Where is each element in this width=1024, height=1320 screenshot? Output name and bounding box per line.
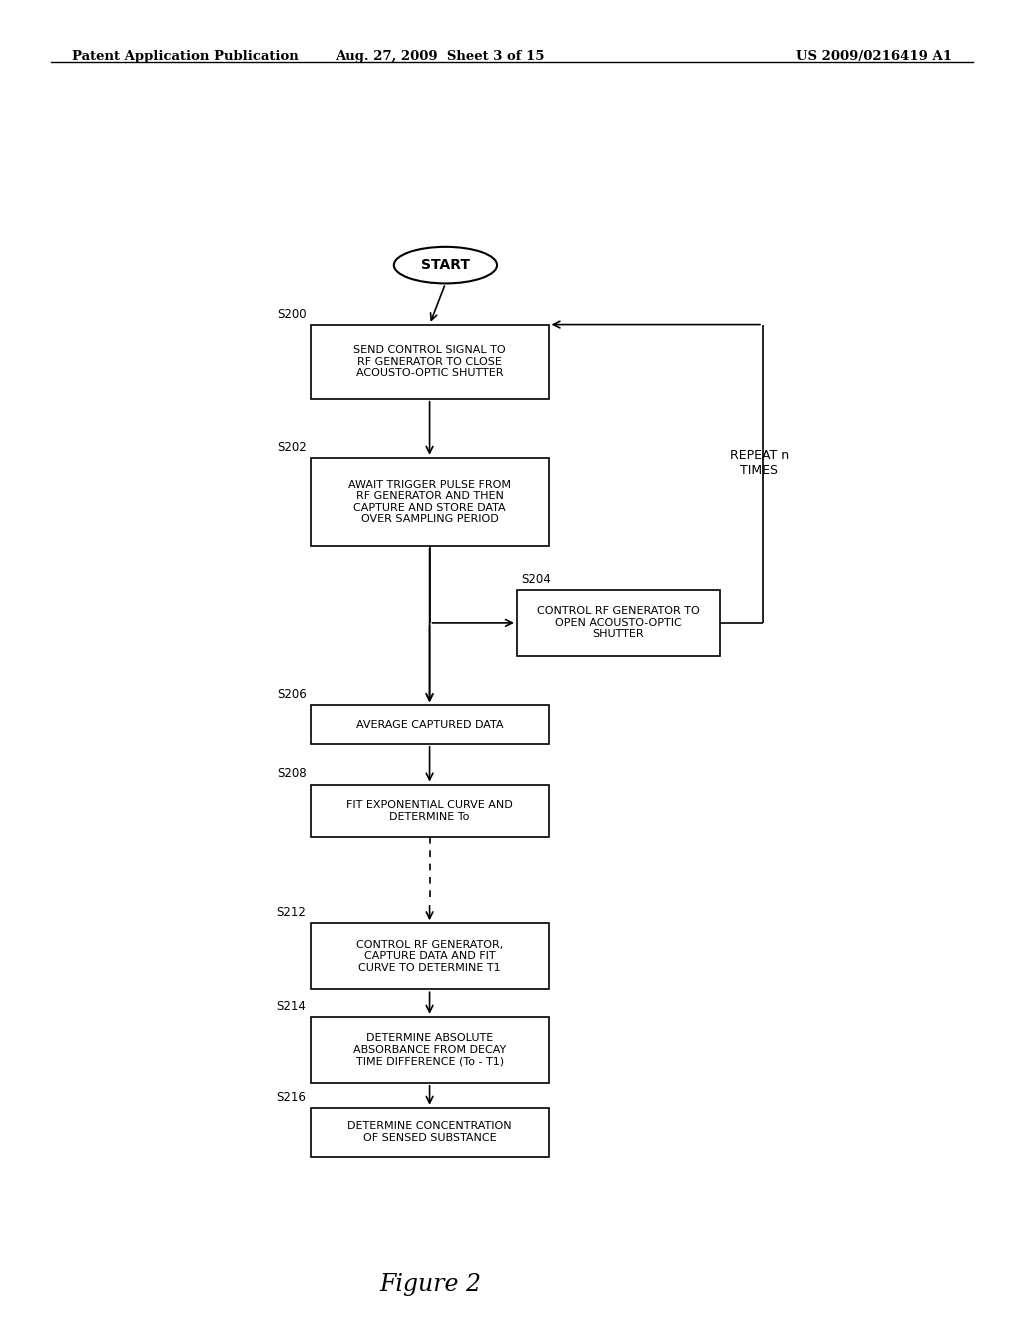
Text: S200: S200 xyxy=(276,308,306,321)
FancyBboxPatch shape xyxy=(310,1016,549,1082)
Text: CONTROL RF GENERATOR,
CAPTURE DATA AND FIT
CURVE TO DETERMINE T1: CONTROL RF GENERATOR, CAPTURE DATA AND F… xyxy=(356,940,503,973)
Text: SEND CONTROL SIGNAL TO
RF GENERATOR TO CLOSE
ACOUSTO-OPTIC SHUTTER: SEND CONTROL SIGNAL TO RF GENERATOR TO C… xyxy=(353,345,506,379)
Text: Patent Application Publication: Patent Application Publication xyxy=(72,50,298,63)
FancyBboxPatch shape xyxy=(310,458,549,546)
Text: S206: S206 xyxy=(276,688,306,701)
Text: AVERAGE CAPTURED DATA: AVERAGE CAPTURED DATA xyxy=(355,719,504,730)
Text: DETERMINE ABSOLUTE
ABSORBANCE FROM DECAY
TIME DIFFERENCE (To - T1): DETERMINE ABSOLUTE ABSORBANCE FROM DECAY… xyxy=(353,1034,506,1067)
Text: FIT EXPONENTIAL CURVE AND
DETERMINE To: FIT EXPONENTIAL CURVE AND DETERMINE To xyxy=(346,800,513,822)
Text: AWAIT TRIGGER PULSE FROM
RF GENERATOR AND THEN
CAPTURE AND STORE DATA
OVER SAMPL: AWAIT TRIGGER PULSE FROM RF GENERATOR AN… xyxy=(348,479,511,524)
Text: CONTROL RF GENERATOR TO
OPEN ACOUSTO-OPTIC
SHUTTER: CONTROL RF GENERATOR TO OPEN ACOUSTO-OPT… xyxy=(537,606,699,639)
Text: S204: S204 xyxy=(521,573,551,586)
FancyBboxPatch shape xyxy=(310,784,549,837)
Text: START: START xyxy=(421,259,470,272)
FancyBboxPatch shape xyxy=(310,1107,549,1156)
Ellipse shape xyxy=(394,247,497,284)
Text: REPEAT n
TIMES: REPEAT n TIMES xyxy=(729,449,788,478)
FancyBboxPatch shape xyxy=(310,705,549,744)
FancyBboxPatch shape xyxy=(310,923,549,989)
FancyBboxPatch shape xyxy=(310,325,549,399)
FancyBboxPatch shape xyxy=(517,590,720,656)
Text: S214: S214 xyxy=(276,999,306,1012)
Text: DETERMINE CONCENTRATION
OF SENSED SUBSTANCE: DETERMINE CONCENTRATION OF SENSED SUBSTA… xyxy=(347,1121,512,1143)
Text: S208: S208 xyxy=(276,767,306,780)
Text: S202: S202 xyxy=(276,441,306,454)
Text: Figure 2: Figure 2 xyxy=(379,1274,481,1296)
Text: S212: S212 xyxy=(276,906,306,919)
Text: S216: S216 xyxy=(276,1090,306,1104)
Text: Aug. 27, 2009  Sheet 3 of 15: Aug. 27, 2009 Sheet 3 of 15 xyxy=(336,50,545,63)
Text: US 2009/0216419 A1: US 2009/0216419 A1 xyxy=(797,50,952,63)
